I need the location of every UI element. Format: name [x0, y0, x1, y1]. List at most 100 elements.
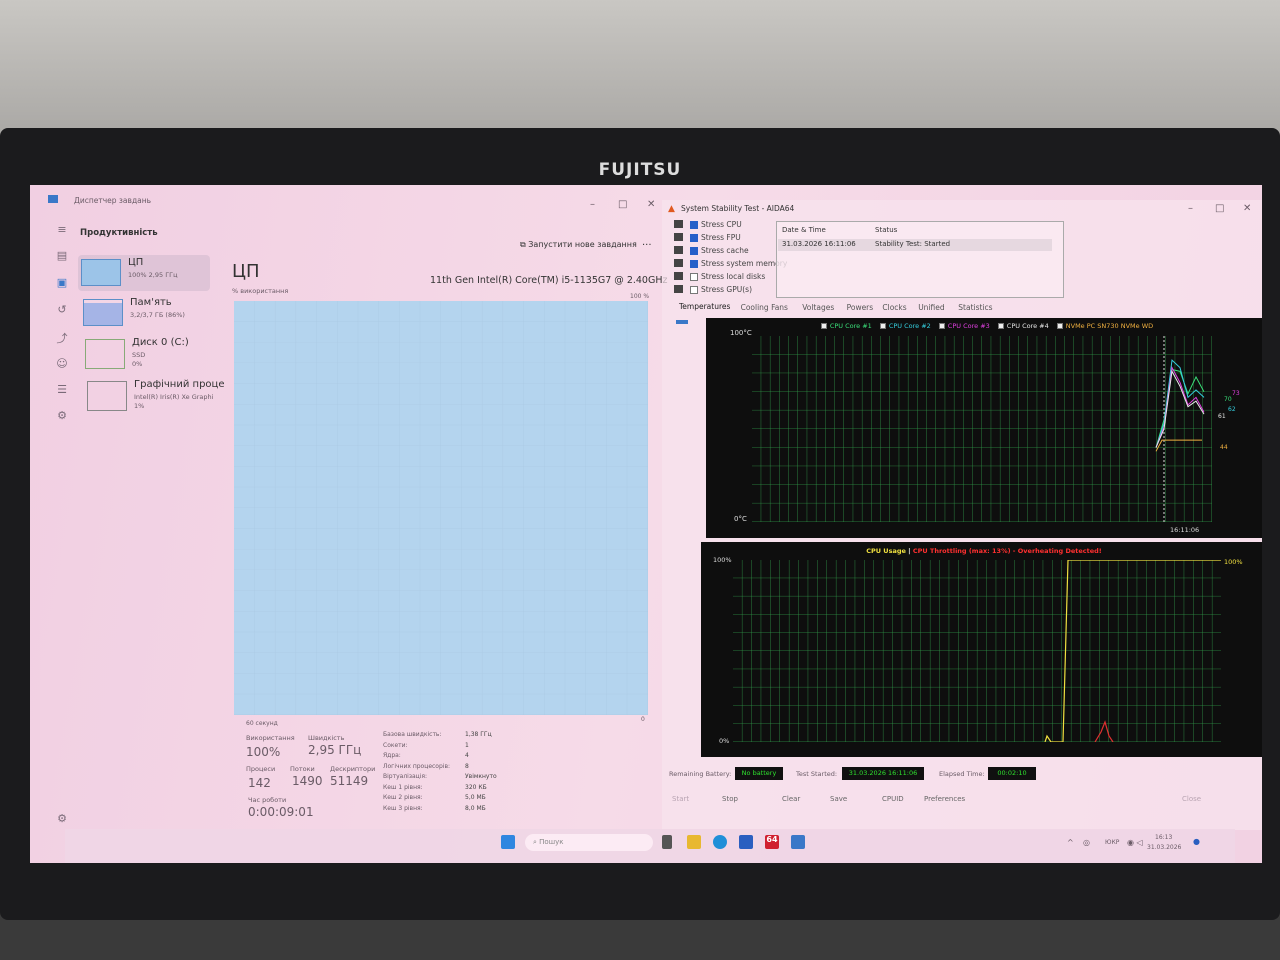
spec-label: Ядра: [383, 752, 401, 759]
tab-powers[interactable]: Powers [846, 303, 874, 312]
spec-value: 8 [465, 762, 469, 770]
settings-icon[interactable]: ⚙ [57, 812, 67, 825]
stress-option[interactable]: Stress local disks [674, 272, 765, 281]
language-indicator[interactable]: ЮКР [1105, 839, 1120, 846]
legend-item[interactable]: CPU Core #3 [938, 322, 990, 330]
legend-checkbox[interactable] [820, 323, 827, 329]
log-row[interactable]: 31.03.2026 16:11:06 Stability Test: Star… [778, 239, 1052, 251]
aida64-window: ▲ System Stability Test - AIDA64 – □ ✕ S… [662, 200, 1262, 830]
uptime-value: 0:00:09:01 [248, 805, 314, 819]
test-started-value: 31.03.2026 16:11:06 [842, 767, 924, 780]
spec-label: Кеш 2 рівня: [383, 794, 423, 801]
stress-checkbox[interactable] [690, 260, 698, 268]
sidebar-item-disk[interactable]: Диск 0 (C:) SSD 0% [82, 335, 214, 371]
store-icon[interactable] [739, 835, 753, 849]
legend-checkbox[interactable] [938, 323, 945, 329]
sidebar-item-memory[interactable]: Пам'ять 3,2/3,7 ГБ (86%) [80, 295, 212, 331]
close-button[interactable]: ✕ [647, 199, 656, 210]
details-icon[interactable]: ☰ [57, 383, 67, 396]
throttling-warning: CPU Throttling (max: 13%) - Overheating … [912, 547, 1102, 555]
startup-icon[interactable]: ⤴ [56, 332, 68, 345]
history-icon[interactable]: ↺ [57, 303, 67, 316]
legend-item[interactable]: CPU Core #4 [997, 322, 1049, 330]
disk-thumbnail [85, 339, 125, 369]
aida64-taskbar-icon[interactable]: 64 [765, 835, 779, 849]
stress-label: Stress cache [701, 246, 749, 255]
sidebar-label: Графічний проце [134, 379, 225, 390]
uptime-label: Час роботи [248, 796, 287, 804]
legend-checkbox[interactable] [879, 323, 886, 329]
cpu-y-max: 100% [713, 556, 732, 564]
stress-option[interactable]: Stress cache [674, 246, 749, 255]
spec-label: Логічних процесорів: [383, 762, 451, 770]
stress-checkbox[interactable] [690, 273, 698, 281]
preferences-button[interactable]: Preferences [924, 795, 966, 803]
aida-minimize[interactable]: – [1188, 203, 1193, 214]
legend-checkbox[interactable] [997, 323, 1004, 329]
tray-volume-icon[interactable]: ◉ ◁ [1127, 838, 1143, 847]
search-icon: ⌕ [533, 838, 540, 846]
spec-label: Віртуалізація: [383, 773, 428, 780]
stress-label: Stress FPU [701, 233, 741, 242]
tab-voltages[interactable]: Voltages [802, 303, 835, 312]
legend-item[interactable]: CPU Core #1 [820, 322, 872, 330]
clock-date[interactable]: 31.03.2026 [1147, 844, 1182, 851]
processes-value: 142 [248, 776, 271, 790]
tab-unified[interactable]: Unified [918, 303, 945, 312]
edge-icon[interactable] [713, 835, 727, 849]
temp-time-label: 16:11:06 [1170, 526, 1200, 534]
stress-option[interactable]: Stress CPU [674, 220, 742, 229]
task-manager-taskbar-icon[interactable] [791, 835, 805, 849]
tab-clocks[interactable]: Clocks [882, 303, 907, 312]
maximize-button[interactable]: □ [618, 199, 628, 210]
new-task-button[interactable]: ⧉ Запустити нове завдання [520, 240, 637, 250]
legend-item[interactable]: CPU Core #2 [879, 322, 931, 330]
performance-icon[interactable]: ▣ [56, 276, 68, 289]
menu-icon[interactable]: ≡ [57, 223, 67, 236]
stress-checkbox[interactable] [690, 247, 698, 255]
stress-option[interactable]: Stress FPU [674, 233, 741, 242]
test-started-label: Test Started: [796, 770, 838, 778]
cpu-usage-chart: CPU Usage | CPU Throttling (max: 13%) - … [701, 542, 1262, 757]
tab-temperatures[interactable]: Temperatures [679, 302, 731, 311]
start-icon[interactable] [501, 835, 515, 849]
sidebar-detail: SSD [132, 351, 146, 359]
temp-chart-scroll[interactable] [676, 320, 688, 324]
tab-cooling-fans[interactable]: Cooling Fans [740, 303, 788, 312]
stress-option[interactable]: Stress system memory [674, 259, 787, 268]
stress-checkbox[interactable] [690, 234, 698, 242]
legend-checkbox[interactable] [1056, 323, 1063, 329]
minimize-button[interactable]: – [590, 199, 595, 210]
legend-item[interactable]: NVMe PC SN730 NVMe WD [1056, 322, 1153, 330]
tab-statistics[interactable]: Statistics [958, 303, 993, 312]
spec-value: 1 [465, 741, 469, 749]
close-button[interactable]: Close [1182, 795, 1202, 803]
stress-option[interactable]: Stress GPU(s) [674, 285, 752, 294]
processes-icon[interactable]: ▤ [56, 249, 68, 262]
file-explorer-icon[interactable] [687, 835, 701, 849]
stop-button[interactable]: Stop [722, 795, 738, 803]
services-icon[interactable]: ⚙ [57, 409, 67, 422]
threads-value: 1490 [292, 774, 323, 788]
clear-button[interactable]: Clear [782, 795, 801, 803]
notification-icon[interactable]: ● [1193, 837, 1200, 846]
clock-time[interactable]: 16:13 [1155, 834, 1173, 841]
legend-label: CPU Core #3 [947, 322, 990, 330]
stress-checkbox[interactable] [690, 286, 698, 294]
users-icon[interactable]: ☺ [56, 357, 68, 370]
handles-label: Дескриптори [330, 765, 376, 773]
more-button[interactable]: ... [642, 237, 652, 248]
tray-chevron-icon[interactable]: ^ [1067, 838, 1074, 847]
stress-label: Stress CPU [701, 220, 742, 229]
save-button[interactable]: Save [830, 795, 848, 803]
aida-close[interactable]: ✕ [1243, 203, 1252, 214]
aida-maximize[interactable]: □ [1215, 203, 1225, 214]
sidebar-item-cpu[interactable]: ЦП 100% 2,95 ГГц [78, 255, 210, 291]
sidebar-item-gpu[interactable]: Графічний проце Intel(R) Iris(R) Xe Grap… [84, 377, 225, 413]
cpuid-button[interactable]: CPUID [882, 795, 904, 803]
tray-network-icon[interactable]: ◎ [1083, 838, 1090, 847]
task-view-icon[interactable] [662, 835, 672, 849]
stress-checkbox[interactable] [690, 221, 698, 229]
start-button[interactable]: Start [672, 795, 690, 803]
search-box[interactable]: ⌕ Пошук [525, 834, 653, 851]
